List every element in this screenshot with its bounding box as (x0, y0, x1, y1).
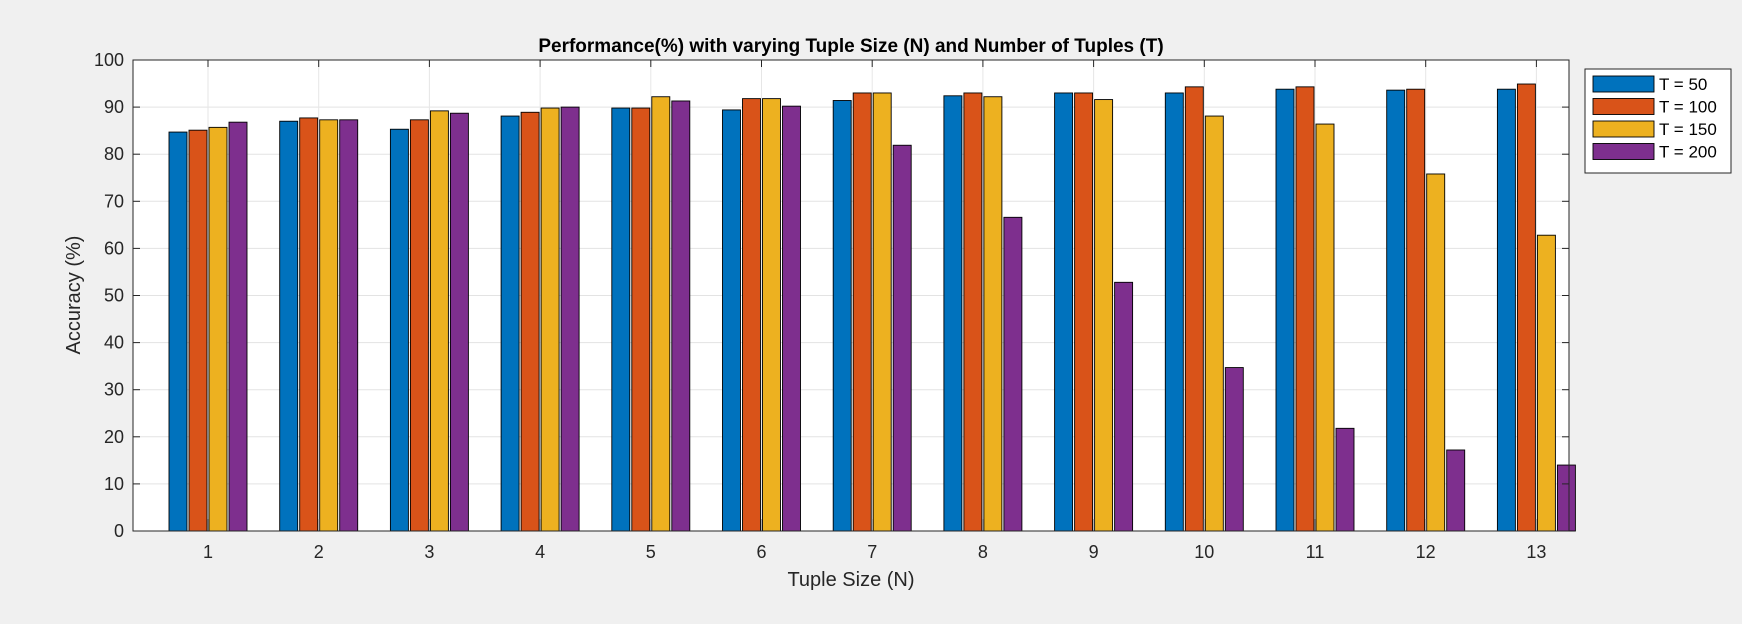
x-tick-label: 4 (535, 542, 545, 562)
x-tick-labels: 1 2 3 4 5 6 7 8 9 10 11 12 13 (203, 542, 1546, 562)
bar-t-50-n1 (168, 131, 188, 532)
x-tick-label: 3 (424, 542, 434, 562)
y-tick-labels: 0 10 20 30 40 50 60 70 80 90 100 (94, 50, 124, 541)
bar-t-150-n13 (1536, 234, 1556, 532)
x-tick-label: 7 (867, 542, 877, 562)
legend-label: T = 100 (1659, 98, 1717, 117)
bar-t-50-n7 (832, 100, 852, 532)
bar-t-150-n1 (208, 126, 228, 532)
bar-t-100-n10 (1184, 86, 1204, 532)
bar-t-50-n12 (1386, 89, 1406, 532)
x-tick-label: 6 (756, 542, 766, 562)
bar-t-200-n12 (1446, 449, 1466, 532)
bar-t-200-n5 (671, 100, 691, 532)
bar-t-50-n8 (943, 95, 963, 532)
bar-t-150-n6 (762, 98, 781, 532)
x-tick-label: 11 (1306, 542, 1325, 562)
bar-t-50-n5 (611, 107, 631, 532)
y-tick-label: 20 (104, 427, 124, 447)
bars (168, 83, 1576, 532)
bar-t-100-n12 (1406, 88, 1426, 532)
x-tick-label: 8 (978, 542, 988, 562)
x-tick-label: 13 (1526, 542, 1546, 562)
legend-swatch (1592, 75, 1655, 93)
bar-t-100-n4 (520, 111, 540, 532)
bar-t-100-n11 (1295, 86, 1315, 532)
y-tick-label: 40 (104, 333, 124, 353)
bar-t-50-n6 (722, 109, 741, 532)
x-axis-label: Tuple Size (N) (787, 569, 914, 591)
bar-t-200-n9 (1114, 281, 1134, 532)
y-tick-label: 90 (104, 97, 124, 117)
bar-t-100-n6 (742, 98, 761, 532)
legend-label: T = 200 (1659, 143, 1717, 162)
bar-t-150-n10 (1204, 115, 1224, 532)
bar-t-100-n13 (1516, 83, 1536, 532)
bar-t-150-n5 (651, 96, 671, 532)
tick-marks (133, 59, 1569, 532)
bar-t-100-n2 (299, 117, 319, 532)
bar-t-50-n11 (1275, 88, 1295, 532)
y-tick-label: 60 (104, 238, 124, 258)
x-tick-label: 9 (1089, 542, 1099, 562)
y-tick-label: 80 (104, 144, 124, 164)
legend-label: T = 150 (1659, 120, 1717, 139)
bar-t-50-n4 (500, 115, 520, 532)
legend: T = 50 T = 100 T = 150 T = 200 (1584, 68, 1732, 174)
y-tick-label: 10 (104, 474, 124, 494)
y-tick-label: 100 (94, 50, 124, 70)
bar-t-200-n3 (449, 112, 469, 532)
x-tick-label: 1 (203, 542, 213, 562)
bar-t-50-n9 (1054, 92, 1074, 532)
bar-t-200-n1 (228, 121, 248, 532)
bar-t-50-n2 (279, 120, 299, 532)
x-tick-label: 5 (646, 542, 656, 562)
y-tick-label: 30 (104, 380, 124, 400)
x-tick-label: 12 (1416, 542, 1436, 562)
bar-t-100-n7 (852, 92, 872, 532)
y-tick-label: 0 (114, 521, 124, 541)
bar-t-50-n10 (1164, 92, 1184, 532)
bar-t-200-n2 (339, 119, 359, 532)
bar-t-150-n3 (429, 110, 449, 532)
bar-t-150-n12 (1426, 173, 1446, 532)
legend-label: T = 50 (1659, 75, 1707, 94)
bar-t-200-n4 (560, 106, 580, 532)
y-axis-label: Accuracy (%) (63, 236, 85, 355)
bar-t-100-n9 (1074, 92, 1094, 532)
legend-swatch (1592, 98, 1655, 115)
bar-t-150-n8 (983, 96, 1003, 532)
bar-t-150-n9 (1094, 99, 1114, 532)
bar-t-150-n11 (1315, 123, 1335, 532)
bar-t-150-n2 (319, 119, 339, 532)
bar-t-200-n7 (892, 144, 912, 532)
bar-t-200-n6 (782, 105, 801, 532)
bar-t-50-n3 (389, 128, 409, 532)
bar-t-100-n8 (963, 92, 983, 532)
legend-swatch (1592, 143, 1655, 160)
bar-t-50-n13 (1496, 88, 1516, 532)
bar-t-200-n8 (1003, 216, 1023, 532)
bar-t-100-n1 (188, 129, 208, 532)
chart-title: Performance(%) with varying Tuple Size (… (538, 36, 1163, 57)
legend-swatch (1592, 120, 1655, 138)
y-tick-label: 50 (104, 286, 124, 306)
bar-t-150-n7 (872, 92, 892, 532)
bar-t-200-n10 (1224, 367, 1244, 532)
bar-t-100-n3 (409, 119, 429, 532)
y-tick-label: 70 (104, 191, 124, 211)
bar-t-100-n5 (631, 107, 651, 532)
bar-t-200-n13 (1556, 464, 1576, 532)
x-tick-label: 2 (314, 542, 324, 562)
x-tick-label: 10 (1194, 542, 1214, 562)
bar-t-200-n11 (1335, 427, 1355, 532)
bar-t-150-n4 (540, 107, 560, 532)
